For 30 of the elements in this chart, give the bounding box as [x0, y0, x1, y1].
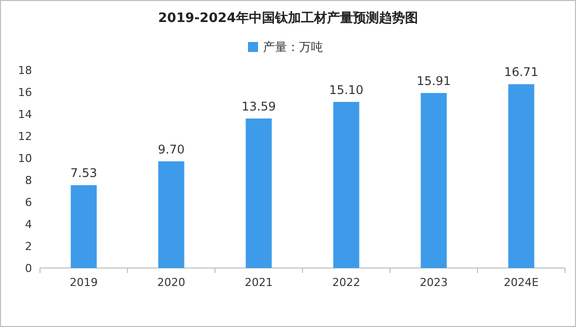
x-tick-label: 2022	[332, 276, 360, 289]
y-tick-label: 4	[25, 218, 32, 231]
y-tick-label: 18	[18, 64, 32, 77]
bar	[508, 84, 534, 268]
data-label: 15.10	[329, 82, 364, 97]
data-label: 15.91	[416, 74, 451, 88]
y-tick-label: 6	[25, 196, 32, 209]
x-tick-label: 2023	[420, 276, 448, 289]
x-tick-label: 2020	[157, 276, 186, 289]
y-tick-label: 0	[25, 262, 32, 275]
data-label: 9.70	[158, 142, 185, 156]
chart-title: 2019-2024年中国钛加工材产量预测趋势图	[158, 10, 418, 26]
data-label: 7.53	[70, 166, 98, 180]
bar	[246, 118, 272, 268]
bar	[420, 92, 447, 268]
legend-label: 产量：万吨	[263, 40, 323, 54]
y-tick-label: 14	[18, 108, 32, 121]
x-tick-label: 2021	[244, 276, 273, 289]
x-tick-label: 2024E	[504, 276, 539, 289]
data-label: 16.71	[504, 65, 538, 80]
y-tick-label: 16	[18, 86, 32, 99]
bar	[158, 161, 184, 268]
bar	[333, 102, 360, 268]
y-tick-label: 2	[25, 240, 32, 253]
y-tick-label: 10	[18, 152, 32, 165]
y-tick-label: 12	[18, 130, 32, 143]
x-tick-label: 2019	[70, 276, 98, 289]
bar	[70, 185, 97, 268]
data-label: 13.59	[242, 100, 276, 114]
y-tick-label: 8	[25, 174, 32, 187]
